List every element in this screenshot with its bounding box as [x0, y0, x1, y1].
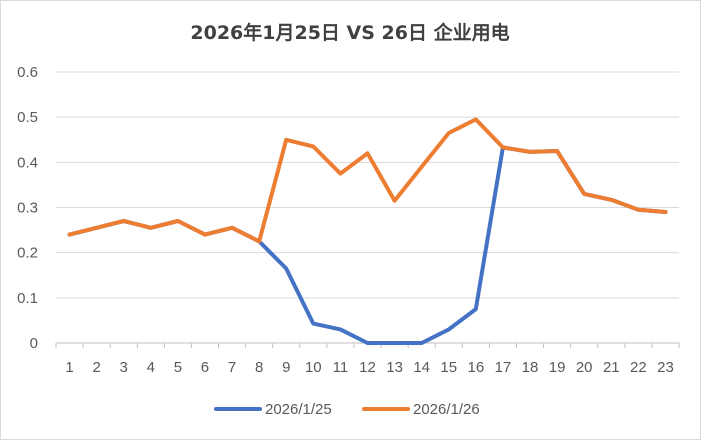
y-tick-label: 0	[30, 335, 38, 352]
x-tick-label: 4	[147, 359, 155, 376]
y-axis-ticks: 0 0.1 0.2 0.3 0.4 0.5 0.6	[17, 64, 38, 352]
y-tick-label: 0.3	[17, 200, 38, 217]
y-tick-label: 0.5	[17, 109, 38, 126]
x-tick-label: 14	[413, 359, 430, 376]
legend: 2026/1/25 2026/1/26	[214, 401, 480, 418]
x-tick-label: 21	[603, 359, 620, 376]
x-tick-label: 18	[522, 359, 539, 376]
x-tick-label: 7	[228, 359, 236, 376]
y-tick-label: 0.6	[17, 64, 38, 81]
chart-title: 2026年1月25日 VS 26日 企业用电	[190, 21, 509, 44]
x-tick-label: 11	[333, 359, 349, 376]
x-tick-label: 13	[386, 359, 403, 376]
x-tick-label: 9	[282, 359, 290, 376]
legend-label: 2026/1/26	[413, 401, 480, 418]
x-tick-label: 3	[120, 359, 128, 376]
x-tick-label: 20	[576, 359, 593, 376]
x-tick-label: 23	[657, 359, 674, 376]
gridlines	[56, 71, 679, 299]
x-tick-label: 16	[468, 359, 485, 376]
x-tick-label: 10	[305, 359, 322, 376]
x-axis: 1 2 3 4 5 6 7 8 9 10 11 12 13 14 15 16 17 18 19 20 21 22 23	[55, 342, 680, 376]
x-tick-label: 19	[549, 359, 566, 376]
x-tick-label: 15	[440, 359, 457, 376]
series-lines	[67, 117, 668, 345]
y-tick-label: 0.2	[17, 245, 38, 262]
x-tick-label: 17	[495, 359, 512, 376]
x-tick-label: 8	[255, 359, 263, 376]
y-tick-label: 0.1	[17, 290, 38, 307]
series-line-2	[67, 117, 668, 244]
x-tick-label: 1	[65, 359, 73, 376]
x-tick-label: 5	[174, 359, 182, 376]
legend-label: 2026/1/25	[265, 401, 332, 418]
x-tick-label: 22	[630, 359, 647, 376]
y-tick-label: 0.4	[17, 154, 38, 171]
x-tick-label: 6	[201, 359, 209, 376]
x-tick-label: 12	[359, 359, 376, 376]
x-tick-label: 2	[92, 359, 100, 376]
